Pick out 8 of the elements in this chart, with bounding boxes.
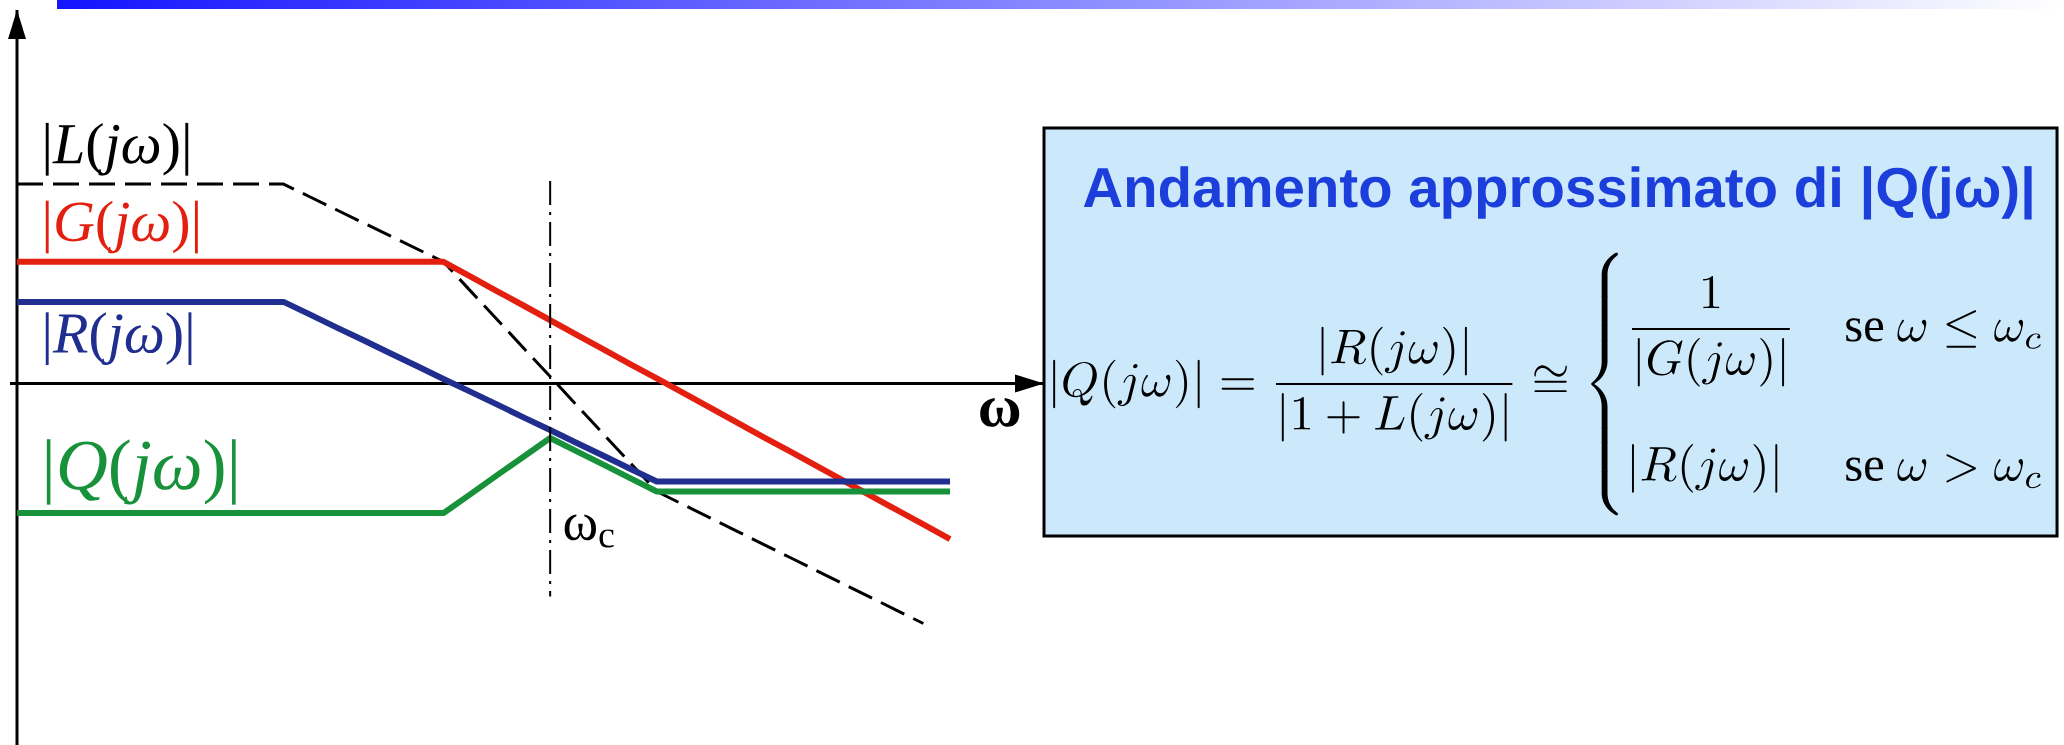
annotation: ω$_{c}$: [564, 514, 614, 548]
series-label: |G(jω)|: [45, 200, 198, 254]
x-axis-title: ω: [980, 397, 1020, 427]
series-label: |L(jω)|: [45, 122, 189, 176]
text: $|Q(j\omega)| = \frac{|R(j\omega)|}{|1+L(j\omega)|} \cong \begin{cases} \dfrac{1}{|G(j\omega)|} & \text{se } \omega \le \omega_c \\ |R(j\omega)| & \text{se } \omega > \omega_c \end{cases}$: [1053, 252, 2041, 516]
series-label: |R(jω)|: [45, 312, 192, 366]
series-label: |Q(jω)|: [46, 439, 236, 505]
text: Andamento approssimato di |Q(jω)|: [1083, 166, 2032, 220]
